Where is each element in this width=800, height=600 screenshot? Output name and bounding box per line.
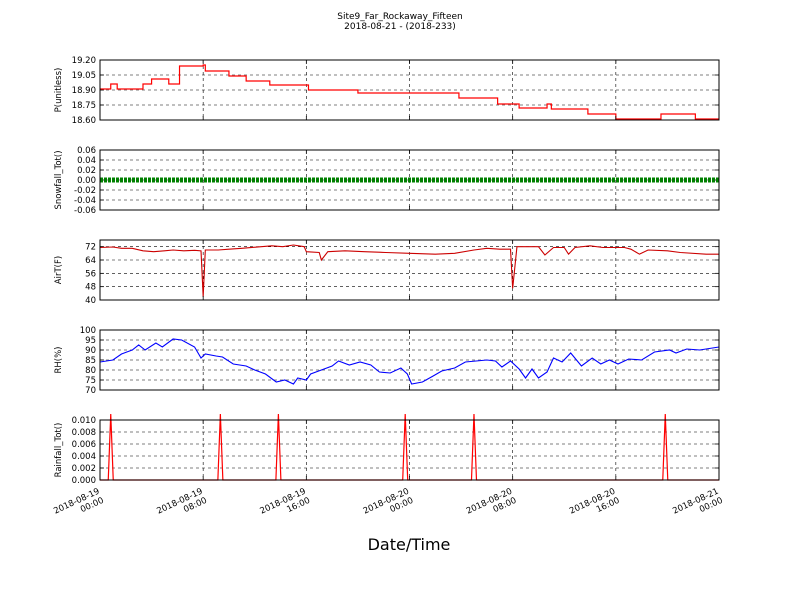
y-tick-label: 19.20 (72, 56, 96, 66)
panel-2: -0.06-0.04-0.020.000.020.040.06 Snowfall_… (54, 146, 720, 216)
y-tick-label: 0.010 (72, 416, 96, 426)
y-tick-label: 18.90 (72, 86, 96, 96)
x-tick-label: 2018-08-2016:00 (568, 487, 621, 526)
panel-frame (99, 149, 720, 211)
panel-frame (99, 239, 720, 301)
y-tick-label: 0.004 (72, 452, 96, 462)
y-tick-label: 48 (85, 283, 96, 293)
x-tick-label: 2018-08-2008:00 (465, 487, 518, 526)
y-tick-label: 0.008 (72, 428, 96, 438)
panel-3: 40 48 56 64 72 AirT(F) (54, 239, 720, 306)
chart-subtitle: 2018-08-21 - (2018-233) (344, 22, 456, 32)
x-axis-label: Date/Time (368, 535, 451, 554)
y-tick-label: 80 (85, 366, 96, 376)
y-tick-label: 0.000 (72, 476, 96, 486)
chart-panels: 18.60 18.75 18.90 19.05 19.20 P(unitless) -0.0… (54, 56, 720, 486)
y-axis-label: P(unitless) (54, 68, 64, 113)
y-axis-label: RH(%) (54, 346, 64, 373)
y-tick-label: 75 (85, 376, 96, 386)
y-tick-label: 0.02 (77, 166, 96, 176)
panel-frame (99, 419, 720, 481)
chart-title: Site9_Far_Rockaway_Fifteen (337, 12, 463, 22)
y-tick-label: 100 (80, 326, 96, 336)
y-tick-label: -0.04 (74, 196, 96, 206)
y-tick-label: 0.04 (77, 156, 96, 166)
y-tick-label: 70 (85, 386, 96, 396)
x-tick-label: 2018-08-2100:00 (671, 487, 724, 526)
panel-5: 0.000 0.002 0.004 0.006 0.008 0.010 Rainfall_T… (54, 413, 720, 486)
y-tick-label: -0.06 (74, 206, 96, 216)
y-axis-label: Snowfall_Tot() (54, 150, 64, 209)
y-tick-label: 0.002 (72, 464, 96, 474)
y-axis-label: AirT(F) (54, 256, 64, 284)
y-axis-label: Rainfall_Tot() (54, 423, 64, 478)
y-tick-label: -0.02 (74, 186, 96, 196)
y-tick-label: 90 (85, 346, 96, 356)
panel-frame (99, 59, 720, 121)
y-tick-label: 18.75 (72, 101, 96, 111)
x-tick-label: 2018-08-1908:00 (155, 487, 208, 526)
y-tick-label: 18.60 (72, 116, 96, 126)
x-tick-label: 2018-08-1916:00 (259, 487, 312, 526)
panel-frame (99, 329, 720, 391)
y-tick-label: 40 (85, 296, 96, 306)
x-axis: 2018-08-1900:00 2018-08-1908:00 2018-08-19… (52, 487, 724, 526)
series-line-4 (99, 338, 720, 385)
x-tick-label: 2018-08-1900:00 (52, 487, 105, 526)
y-tick-label: 0.00 (77, 176, 96, 186)
y-tick-label: 0.06 (77, 146, 96, 156)
y-tick-label: 19.05 (72, 71, 96, 81)
series-line-3 (99, 244, 719, 297)
y-tick-label: 56 (85, 269, 96, 279)
panel-1: 18.60 18.75 18.90 19.05 19.20 P(unitless) (54, 56, 720, 126)
y-tick-label: 95 (85, 336, 96, 346)
y-tick-label: 85 (85, 356, 96, 366)
y-tick-label: 64 (85, 256, 96, 266)
x-tick-label: 2018-08-2000:00 (362, 487, 415, 526)
y-tick-label: 72 (85, 243, 96, 253)
y-tick-label: 0.006 (72, 440, 96, 450)
pressure-series-line (100, 64, 719, 120)
